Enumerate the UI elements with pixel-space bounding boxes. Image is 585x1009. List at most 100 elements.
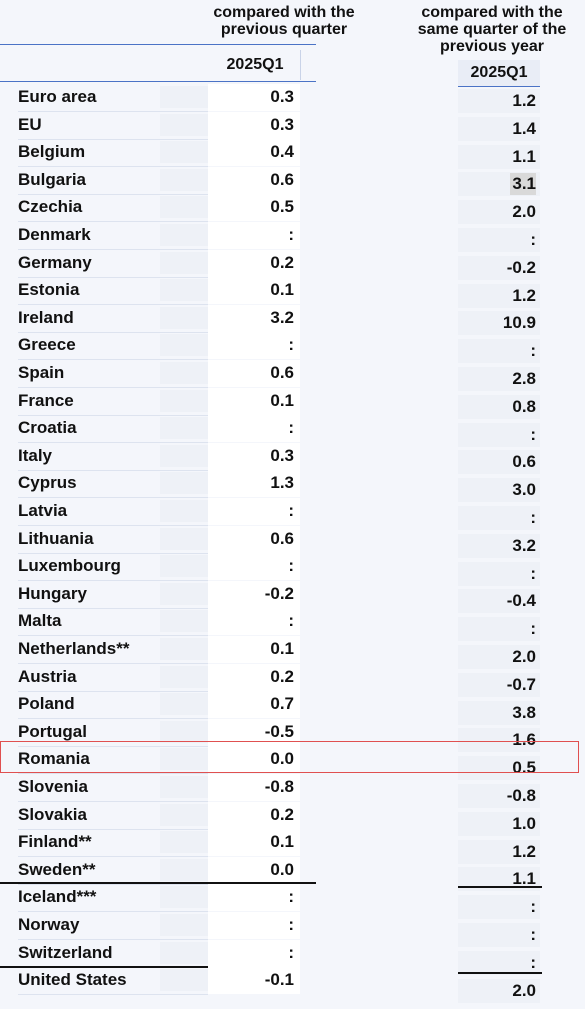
row-separator <box>18 856 208 858</box>
qoq-value: : <box>288 501 294 520</box>
row-separator <box>18 414 208 416</box>
qoq-value: : <box>288 942 294 962</box>
country-cell-bg <box>160 444 208 467</box>
country-name: Denmark <box>18 225 91 244</box>
yoy-value: 1.1 <box>512 869 536 889</box>
country-cell-bg <box>160 527 208 550</box>
table-row: Cyprus 1.3 3.0 <box>0 470 585 503</box>
qoq-cell <box>208 194 300 222</box>
country-cell-bg <box>160 969 208 992</box>
country-name: Luxembourg <box>18 556 121 576</box>
qoq-value: 0.1 <box>270 390 294 410</box>
country-cell-bg <box>160 831 208 854</box>
qoq-value: 0.6 <box>270 169 294 189</box>
yoy-cell <box>458 784 540 808</box>
country-cell-bg <box>160 720 208 743</box>
qoq-cell <box>208 884 300 912</box>
table-row: Croatia:: <box>0 415 585 447</box>
yoy-cell <box>458 200 540 225</box>
yoy-value: 3.1 <box>510 173 536 196</box>
qoq-cell <box>208 636 300 663</box>
row-separator <box>18 497 208 499</box>
row-separator <box>18 138 208 140</box>
yoy-cell <box>458 228 540 252</box>
table-row: Slovenia -0.8 -0.8 <box>0 774 585 808</box>
qoq-cell <box>208 166 300 194</box>
yoy-cell <box>458 422 540 447</box>
country-cell-bg <box>160 748 208 771</box>
country-name: France <box>18 390 74 410</box>
qoq-cell <box>208 470 300 498</box>
qoq-cell <box>208 829 300 857</box>
country-name: Sweden** <box>18 859 96 879</box>
yoy-value: 1.2 <box>512 91 536 110</box>
qoq-value: 0.7 <box>270 694 294 714</box>
yoy-cell <box>458 283 540 308</box>
row-separator <box>18 276 208 278</box>
table-row: EU 0.3 1.4 <box>0 111 585 141</box>
group-rule-eu-end-yoy <box>458 886 542 888</box>
yoy-cell <box>458 923 540 947</box>
country-name: Slovakia <box>18 804 87 824</box>
qoq-value: 0.1 <box>270 639 294 658</box>
country-cell-bg <box>160 941 208 964</box>
qoq-value: 0.1 <box>270 832 294 852</box>
yoy-cell <box>458 645 540 669</box>
period-box-yoy <box>458 60 540 86</box>
table-row: Lithuania 0.6 3.2 <box>0 525 585 558</box>
yoy-cell <box>458 367 540 391</box>
period-rule-yoy <box>458 86 540 87</box>
yoy-cell <box>458 756 540 781</box>
row-separator <box>18 552 208 554</box>
qoq-cell <box>208 360 300 387</box>
qoq-cell <box>208 967 300 995</box>
country-cell-bg <box>160 693 208 716</box>
qoq-cell <box>208 498 300 525</box>
table-row: Malta:: <box>0 608 585 642</box>
qoq-value: -0.2 <box>264 583 294 603</box>
country-name: Norway <box>18 915 80 934</box>
qoq-value: 0.2 <box>270 252 294 272</box>
yoy-value: : <box>530 424 536 444</box>
country-cell-bg <box>160 196 208 219</box>
row-separator <box>18 111 208 112</box>
table-row: Austria 0.2 -0.7 <box>0 663 585 697</box>
yoy-cell <box>458 589 540 614</box>
qoq-value: -0.8 <box>264 777 294 796</box>
yoy-cell <box>458 394 540 419</box>
header-year-on-year: compared with the same quarter of the pr… <box>417 4 567 55</box>
country-cell-bg <box>160 306 208 329</box>
country-name: Cyprus <box>18 473 77 493</box>
country-cell-bg <box>160 610 208 633</box>
qoq-value: : <box>288 418 294 438</box>
table-row: Greece:: <box>0 332 585 364</box>
qoq-value: : <box>288 887 294 907</box>
country-cell-bg <box>160 776 208 798</box>
qoq-cell <box>208 139 300 167</box>
yoy-cell <box>458 478 540 503</box>
row-separator <box>18 745 208 747</box>
period-label-yoy: 2025Q1 <box>470 64 528 81</box>
country-name: Bulgaria <box>18 169 87 189</box>
qoq-cell <box>208 553 300 581</box>
country-cell-bg <box>160 279 208 302</box>
row-separator <box>18 359 208 361</box>
row-separator <box>18 221 208 223</box>
row-separator <box>18 387 208 388</box>
yoy-cell <box>458 506 540 530</box>
country-cell-bg <box>160 224 208 246</box>
table-row: Czechia 0.5 2.0 <box>0 194 585 225</box>
row-separator <box>18 828 208 830</box>
group-rule-efta-end-yoy <box>458 972 542 974</box>
country-cell-bg <box>160 141 208 164</box>
country-cell-bg <box>160 168 208 191</box>
header-rule-mid <box>208 44 316 45</box>
qoq-cell <box>208 277 300 305</box>
country-cell-bg <box>160 886 208 909</box>
yoy-value: : <box>530 508 536 527</box>
period-divider <box>300 50 301 80</box>
country-name: Germany <box>18 252 92 272</box>
yoy-cell <box>458 533 540 558</box>
table-row: United States -0.1 2.0 <box>0 967 585 1003</box>
yoy-cell <box>458 89 540 113</box>
